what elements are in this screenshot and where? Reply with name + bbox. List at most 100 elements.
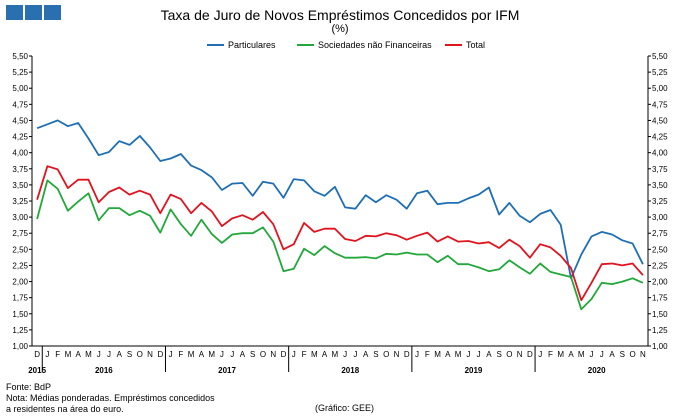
x-tick-label: F bbox=[548, 350, 553, 359]
x-tick-label: J bbox=[292, 350, 296, 359]
chart-title: Taxa de Juro de Novos Empréstimos Conced… bbox=[160, 7, 520, 23]
y-tick-label-right: 2,75 bbox=[652, 229, 668, 238]
legend-label: Total bbox=[466, 40, 485, 50]
chart-subtitle: (%) bbox=[331, 23, 349, 35]
x-tick-label: A bbox=[199, 350, 205, 359]
y-tick-label-right: 3,25 bbox=[652, 197, 668, 206]
x-tick-label: J bbox=[97, 350, 101, 359]
x-tick-label: O bbox=[260, 350, 266, 359]
series-line-total bbox=[36, 165, 644, 302]
year-label: 2019 bbox=[465, 366, 483, 375]
y-tick-label-left: 3,75 bbox=[12, 165, 28, 174]
x-tick-label: J bbox=[538, 350, 542, 359]
x-tick-label: J bbox=[169, 350, 173, 359]
x-tick-label: S bbox=[373, 350, 378, 359]
y-tick-label-left: 3,00 bbox=[12, 213, 28, 222]
x-tick-label: J bbox=[466, 350, 470, 359]
y-tick-label-left: 1,25 bbox=[12, 326, 28, 335]
x-tick-label: O bbox=[383, 350, 389, 359]
x-tick-label: M bbox=[85, 350, 92, 359]
x-tick-label: N bbox=[270, 350, 276, 359]
x-tick-label: D bbox=[157, 350, 163, 359]
y-tick-label-right: 2,50 bbox=[652, 245, 668, 254]
y-tick-label-right: 3,50 bbox=[652, 181, 668, 190]
x-tick-label: A bbox=[240, 350, 246, 359]
x-tick-label: N bbox=[517, 350, 523, 359]
y-tick-label-right: 2,00 bbox=[652, 278, 668, 287]
x-tick-label: A bbox=[76, 350, 82, 359]
y-tick-label-right: 3,75 bbox=[652, 165, 668, 174]
legend-label: Particulares bbox=[228, 40, 276, 50]
y-tick-label-left: 3,25 bbox=[12, 197, 28, 206]
x-tick-label: J bbox=[415, 350, 419, 359]
y-tick-label-left: 4,25 bbox=[12, 133, 28, 142]
y-tick-label-right: 1,75 bbox=[652, 294, 668, 303]
x-tick-label: M bbox=[434, 350, 441, 359]
x-tick-label: S bbox=[127, 350, 132, 359]
y-tick-label-left: 2,50 bbox=[12, 245, 28, 254]
x-tick-label: O bbox=[506, 350, 512, 359]
x-tick-label: M bbox=[557, 350, 564, 359]
y-tick-label-right: 5,00 bbox=[652, 84, 668, 93]
x-tick-label: N bbox=[147, 350, 153, 359]
chart-credit: (Gráfico: GEE) bbox=[315, 403, 375, 413]
x-tick-label: O bbox=[137, 350, 143, 359]
y-tick-label-right: 1,25 bbox=[652, 326, 668, 335]
logo-square-1 bbox=[6, 5, 23, 20]
source-note: Fonte: BdP bbox=[6, 382, 52, 392]
x-tick-label: M bbox=[188, 350, 195, 359]
x-tick-label: S bbox=[620, 350, 625, 359]
x-tick-label: J bbox=[45, 350, 49, 359]
x-tick-label: A bbox=[363, 350, 369, 359]
y-tick-label-left: 3,50 bbox=[12, 181, 28, 190]
x-tick-label: S bbox=[250, 350, 255, 359]
x-tick-label: D bbox=[34, 350, 40, 359]
y-tick-label-right: 1,00 bbox=[652, 342, 668, 351]
x-tick-label: M bbox=[455, 350, 462, 359]
year-label: 2016 bbox=[95, 366, 113, 375]
x-tick-label: A bbox=[486, 350, 492, 359]
x-tick-label: F bbox=[425, 350, 430, 359]
x-tick-label: N bbox=[640, 350, 646, 359]
x-tick-label: M bbox=[332, 350, 339, 359]
y-tick-label-left: 4,50 bbox=[12, 116, 28, 125]
y-tick-label-right: 4,00 bbox=[652, 149, 668, 158]
x-tick-label: O bbox=[629, 350, 635, 359]
logo-square-3 bbox=[44, 5, 61, 20]
x-tick-label: F bbox=[302, 350, 307, 359]
series-line-particulares bbox=[36, 119, 644, 280]
y-tick-label-left: 5,00 bbox=[12, 84, 28, 93]
year-label: 2020 bbox=[588, 366, 606, 375]
x-tick-label: D bbox=[281, 350, 287, 359]
x-tick-label: J bbox=[220, 350, 224, 359]
y-tick-label-left: 4,75 bbox=[12, 100, 28, 109]
x-tick-label: J bbox=[343, 350, 347, 359]
x-tick-label: J bbox=[600, 350, 604, 359]
y-tick-label-right: 3,00 bbox=[652, 213, 668, 222]
x-tick-label: A bbox=[117, 350, 123, 359]
y-tick-label-left: 5,25 bbox=[12, 68, 28, 77]
x-tick-label: M bbox=[311, 350, 318, 359]
note-line-1: Nota: Médias ponderadas. Empréstimos con… bbox=[6, 393, 215, 403]
y-tick-label-right: 5,50 bbox=[652, 52, 668, 61]
x-tick-label: F bbox=[178, 350, 183, 359]
x-tick-label: J bbox=[353, 350, 357, 359]
y-tick-label-left: 2,25 bbox=[12, 261, 28, 270]
x-tick-label: A bbox=[568, 350, 574, 359]
x-tick-label: J bbox=[590, 350, 594, 359]
year-label: 2017 bbox=[218, 366, 236, 375]
y-tick-label-left: 4,00 bbox=[12, 149, 28, 158]
y-tick-label-left: 1,00 bbox=[12, 342, 28, 351]
year-label: 2015 bbox=[28, 366, 46, 375]
series-line-sociedades-n-o-financeiras bbox=[36, 179, 644, 311]
y-tick-label-right: 4,25 bbox=[652, 133, 668, 142]
y-tick-label-left: 2,00 bbox=[12, 278, 28, 287]
year-label: 2018 bbox=[341, 366, 359, 375]
y-tick-label-right: 2,25 bbox=[652, 261, 668, 270]
x-tick-label: D bbox=[527, 350, 533, 359]
x-tick-label: J bbox=[230, 350, 234, 359]
x-tick-label: J bbox=[107, 350, 111, 359]
x-tick-label: D bbox=[404, 350, 410, 359]
x-tick-label: A bbox=[609, 350, 615, 359]
